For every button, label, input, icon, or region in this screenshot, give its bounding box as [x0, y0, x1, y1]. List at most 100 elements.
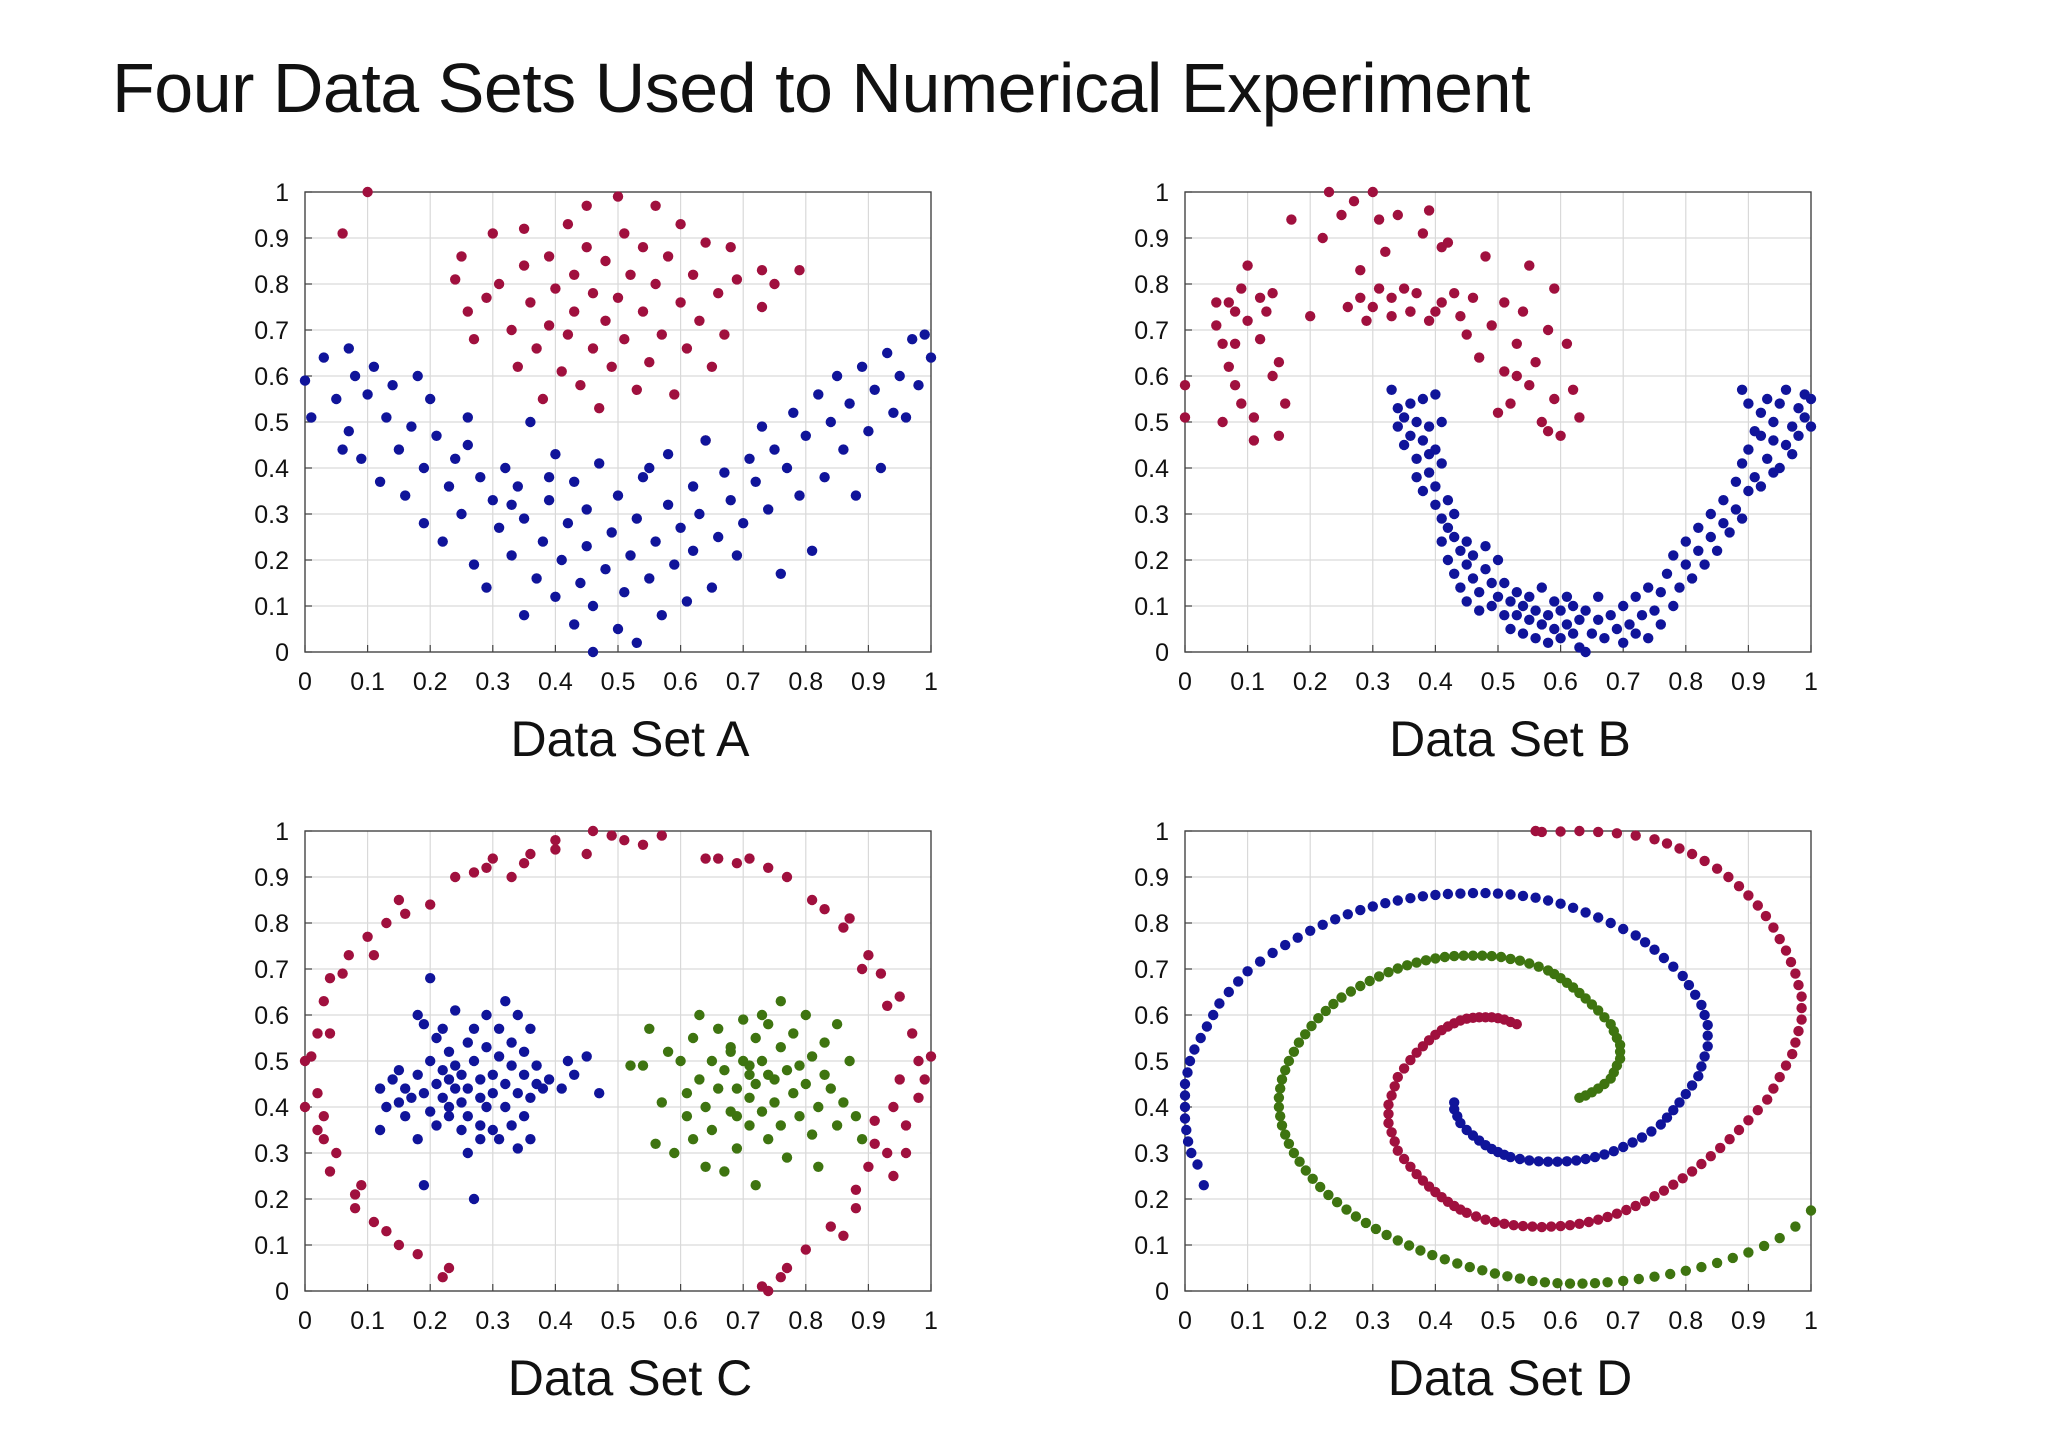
scatter-point-blue	[1768, 467, 1779, 478]
scatter-plot-d: 0 0.1 0.2 0.3 0.4 0.5 0.6 0.7 0.8 0.9 1 0 0.1 0.2 0.3 0…	[1134, 818, 1818, 1335]
scatter-point-green	[687, 1134, 699, 1145]
scatter-point-red	[725, 242, 736, 253]
scatter-point-red	[1733, 1124, 1745, 1136]
scatter-point-green	[806, 1051, 818, 1062]
y-tick-label: 0.7	[1134, 956, 1169, 984]
scatter-point-blue	[362, 389, 373, 400]
scatter-point-green	[1477, 950, 1488, 961]
scatter-point-red	[1470, 1211, 1482, 1222]
scatter-point-blue	[1423, 467, 1435, 478]
scatter-point-blue	[1442, 495, 1454, 506]
scatter-point-blue	[493, 1051, 505, 1062]
scatter-point-blue	[1661, 568, 1673, 579]
x-tick-label: 0.1	[350, 1307, 385, 1335]
y-tick-label: 0.6	[1134, 363, 1169, 391]
scatter-point-red	[1505, 398, 1516, 409]
y-tick-label: 0.6	[254, 1002, 289, 1030]
scatter-point-red	[1768, 1083, 1779, 1094]
scatter-point-green	[1420, 955, 1432, 966]
scatter-point-blue	[1430, 444, 1441, 455]
scatter-point-blue	[1805, 421, 1817, 432]
x-tick-label: 0.8	[788, 668, 823, 696]
series-red-c	[299, 825, 937, 1297]
scatter-point-red	[619, 334, 630, 345]
scatter-point-red	[400, 908, 411, 919]
scatter-point-blue	[443, 1111, 455, 1122]
y-tick-label: 0.5	[1134, 409, 1169, 437]
scatter-point-green	[1280, 1065, 1291, 1076]
x-tick-label: 0.1	[1230, 668, 1265, 696]
scatter-point-red	[681, 343, 693, 354]
scatter-plot-c: 0 0.1 0.2 0.3 0.4 0.5 0.6 0.7 0.8 0.9 1 0 0.1 0.2 0.3 0…	[254, 818, 938, 1335]
scatter-point-red	[669, 389, 680, 400]
scatter-point-red	[318, 1111, 329, 1122]
scatter-point-blue	[1580, 907, 1591, 918]
scatter-point-blue	[518, 1111, 530, 1122]
scatter-point-blue	[1442, 522, 1454, 533]
scatter-point-blue	[537, 536, 549, 547]
scatter-point-red	[1602, 1211, 1613, 1223]
scatter-point-blue	[1486, 600, 1497, 612]
scatter-point-red	[1649, 1191, 1660, 1202]
scatter-point-red	[1790, 1037, 1801, 1048]
scatter-point-blue	[1605, 917, 1616, 929]
scatter-point-blue	[1643, 582, 1654, 593]
scatter-point-red	[1542, 426, 1554, 437]
scatter-point-red	[1661, 838, 1673, 849]
scatter-point-blue	[475, 472, 486, 483]
scatter-point-red	[587, 288, 599, 299]
scatter-point-blue	[763, 504, 774, 515]
scatter-point-red	[368, 1216, 380, 1228]
scatter-point-blue	[1474, 605, 1485, 616]
scatter-point-blue	[750, 476, 761, 487]
scatter-point-blue	[1186, 1147, 1197, 1159]
scatter-point-blue	[1793, 403, 1804, 414]
scatter-point-blue	[512, 1009, 523, 1021]
scatter-point-blue	[450, 1005, 461, 1016]
scatter-point-red	[1367, 186, 1378, 198]
scatter-point-blue	[1646, 1126, 1657, 1137]
scatter-point-blue	[1195, 1032, 1206, 1044]
scatter-point-blue	[644, 573, 655, 584]
scatter-point-blue	[1536, 619, 1547, 630]
scatter-point-blue	[1580, 1153, 1591, 1165]
scatter-point-blue	[506, 1037, 517, 1048]
scatter-point-red	[1449, 288, 1460, 299]
scatter-point-green	[1294, 1156, 1305, 1167]
scatter-point-blue	[1480, 541, 1491, 552]
scatter-point-blue	[1505, 1151, 1516, 1163]
scatter-point-red	[1392, 209, 1403, 221]
scatter-point-red	[1530, 357, 1541, 368]
scatter-point-red	[1223, 297, 1234, 308]
scatter-point-red	[1774, 1071, 1785, 1083]
scatter-point-red	[856, 963, 868, 975]
scatter-point-blue	[1201, 1021, 1213, 1032]
scatter-point-red	[781, 1262, 793, 1274]
scatter-point-red	[650, 200, 661, 211]
scatter-point-red	[306, 1051, 317, 1062]
scatter-point-green	[1514, 1273, 1526, 1284]
x-tick-label: 1	[924, 668, 938, 696]
scatter-point-red	[1317, 232, 1328, 244]
scatter-point-blue	[1405, 430, 1416, 441]
scatter-point-blue	[656, 610, 667, 621]
scatter-point-blue	[706, 582, 718, 593]
scatter-point-blue	[437, 1065, 448, 1076]
x-tick-label: 0.9	[1731, 668, 1766, 696]
scatter-point-blue	[1317, 919, 1328, 930]
scatter-point-green	[1360, 1217, 1372, 1229]
x-tick-label: 0	[298, 668, 312, 696]
scatter-point-red	[1436, 297, 1447, 308]
scatter-point-red	[1361, 315, 1372, 326]
scatter-point-blue	[1780, 384, 1792, 395]
scatter-point-green	[1275, 1111, 1286, 1122]
scatter-point-green	[1381, 1229, 1392, 1241]
scatter-point-red	[850, 1203, 862, 1214]
scatter-point-blue	[1567, 600, 1579, 612]
scatter-point-blue	[844, 398, 855, 409]
scatter-point-red	[919, 1074, 930, 1085]
scatter-point-blue	[393, 444, 405, 455]
scatter-point-blue	[374, 476, 386, 487]
scatter-point-green	[1514, 955, 1526, 966]
y-tick-label: 0.5	[254, 1048, 289, 1076]
